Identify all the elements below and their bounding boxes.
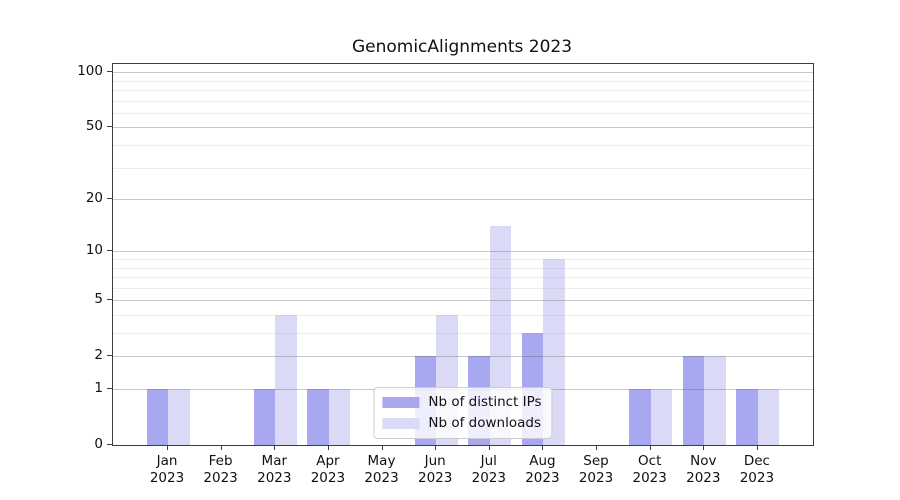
bar-ips-jan bbox=[146, 389, 168, 445]
y-tick-label-20: 20 bbox=[85, 190, 103, 206]
bar-ips-dec bbox=[736, 389, 758, 445]
y-tick-label-50: 50 bbox=[85, 118, 103, 135]
y-tick-label-1: 1 bbox=[94, 380, 103, 396]
x-tick-label-jan: Jan 2023 bbox=[125, 453, 209, 487]
y-tick-label-5: 5 bbox=[94, 291, 103, 308]
plot-area: Nb of distinct IPs Nb of downloads bbox=[112, 63, 814, 446]
y-tick-label-0: 0 bbox=[94, 436, 103, 452]
x-tick-year: 2023 bbox=[418, 470, 453, 486]
x-tick-year: 2023 bbox=[525, 470, 560, 486]
x-tick-year: 2023 bbox=[310, 470, 346, 486]
x-tick-label-apr: Apr 2023 bbox=[286, 453, 370, 487]
legend-swatch-distinct-ips bbox=[382, 396, 420, 408]
x-tick-month: Jun bbox=[424, 453, 446, 469]
legend-label-distinct-ips: Nb of distinct IPs bbox=[428, 394, 542, 410]
x-tick-year: 2023 bbox=[203, 470, 238, 486]
legend-swatch-downloads bbox=[382, 417, 420, 429]
x-tick-label-nov: Nov 2023 bbox=[661, 453, 745, 487]
x-tick-label-feb: Feb 2023 bbox=[179, 453, 263, 487]
x-tick-month: Nov bbox=[690, 453, 717, 469]
x-tick-month: Jan bbox=[156, 453, 178, 469]
bar-downloads-mar bbox=[275, 314, 297, 445]
x-tick-year: 2023 bbox=[149, 470, 185, 486]
legend-entry-downloads: Nb of downloads bbox=[382, 415, 541, 431]
bar-ips-mar bbox=[253, 389, 276, 445]
x-tick-month: Apr bbox=[316, 453, 340, 469]
x-tick-month: May bbox=[367, 453, 396, 469]
x-tick-year: 2023 bbox=[578, 470, 614, 486]
x-tick-year: 2023 bbox=[364, 470, 399, 486]
bar-downloads-oct bbox=[650, 389, 673, 445]
x-tick-label-mar: Mar 2023 bbox=[232, 453, 316, 487]
x-tick-label-sep: Sep 2023 bbox=[554, 453, 638, 487]
bar-downloads-nov bbox=[704, 356, 726, 445]
x-tick-year: 2023 bbox=[739, 470, 775, 486]
bar-downloads-apr bbox=[328, 389, 351, 445]
legend-entry-distinct-ips: Nb of distinct IPs bbox=[382, 394, 542, 410]
bar-downloads-dec bbox=[757, 389, 780, 445]
x-tick-month: Jul bbox=[480, 453, 497, 469]
x-tick-month: Feb bbox=[208, 453, 233, 469]
x-tick-month: Sep bbox=[583, 453, 609, 469]
x-tick-month: Dec bbox=[743, 453, 770, 469]
x-tick-label-may: May 2023 bbox=[340, 453, 424, 487]
y-tick-label-100: 100 bbox=[77, 63, 103, 80]
chart-title: GenomicAlignments 2023 bbox=[351, 37, 573, 57]
legend-label-downloads: Nb of downloads bbox=[428, 415, 541, 431]
legend: Nb of distinct IPs Nb of downloads bbox=[373, 387, 553, 439]
x-tick-month: Mar bbox=[261, 453, 288, 469]
x-tick-month: Oct bbox=[638, 453, 662, 469]
x-tick-year: 2023 bbox=[686, 470, 721, 486]
y-tick-label-10: 10 bbox=[85, 242, 103, 259]
x-tick-year: 2023 bbox=[632, 470, 667, 486]
y-tick-label-2: 2 bbox=[94, 347, 103, 364]
bar-ips-oct bbox=[629, 389, 651, 445]
x-tick-label-oct: Oct 2023 bbox=[608, 453, 692, 487]
bar-ips-apr bbox=[307, 389, 329, 445]
x-tick-label-jun: Jun 2023 bbox=[393, 453, 477, 487]
x-tick-year: 2023 bbox=[257, 470, 292, 486]
x-tick-label-jul: Jul 2023 bbox=[447, 453, 531, 487]
bar-ips-nov bbox=[682, 356, 705, 445]
x-tick-label-dec: Dec 2023 bbox=[715, 453, 799, 487]
x-tick-month: Aug bbox=[529, 453, 556, 469]
x-tick-label-aug: Aug 2023 bbox=[500, 453, 584, 487]
bar-downloads-jan bbox=[168, 389, 190, 445]
x-tick-year: 2023 bbox=[471, 470, 506, 486]
